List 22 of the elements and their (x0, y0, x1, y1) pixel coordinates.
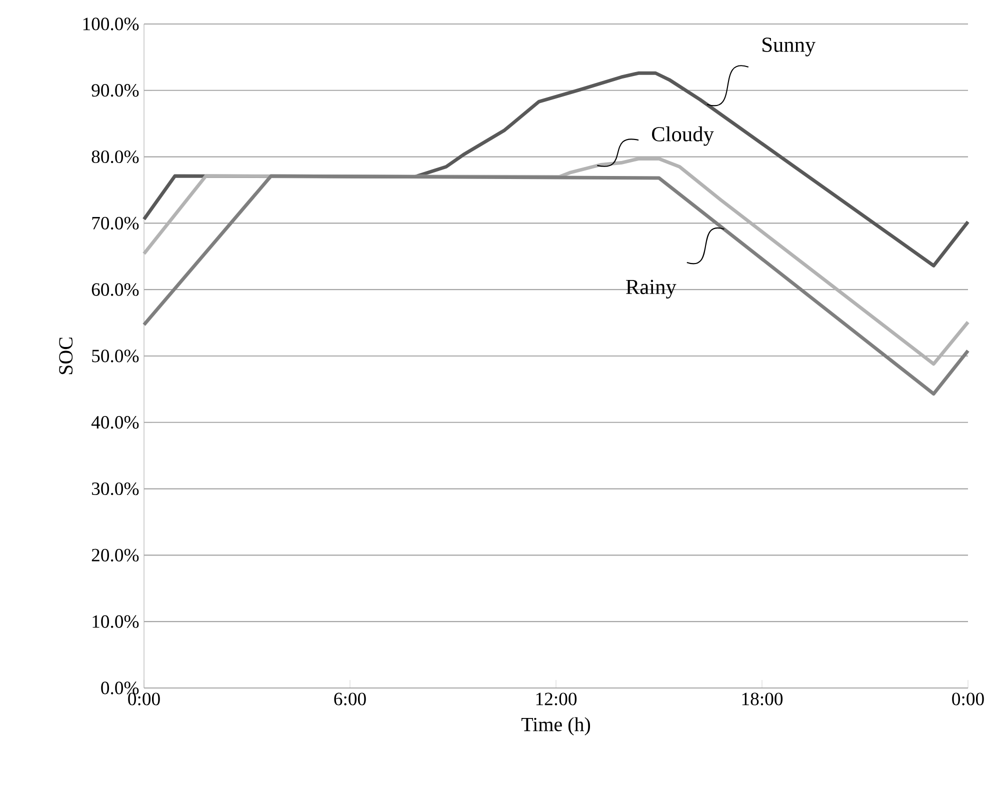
y-tick-label: 10.0% (92, 615, 139, 628)
y-tick-label: 20.0% (92, 548, 139, 562)
x-tick-label: 0:00 (952, 692, 984, 706)
x-tick-label: 18:00 (742, 692, 783, 706)
annotation: Sunny (762, 38, 816, 56)
y-tick-label: 0.0% (101, 682, 139, 694)
annotation: Rainy (626, 280, 676, 299)
y-axis-title: SOC (59, 338, 73, 374)
annotation: Cloudy (652, 126, 714, 146)
y-tick-label: 30.0% (92, 482, 139, 496)
x-tick-label: 12:00 (536, 692, 577, 706)
y-tick-label: 90.0% (92, 84, 139, 97)
line-series (142, 174, 970, 396)
y-tick-label: 40.0% (91, 416, 139, 429)
y-tick-label: 80.0% (92, 150, 139, 164)
x-tick-label: 6:00 (334, 692, 366, 706)
x-axis-title: Time (h) (521, 717, 590, 736)
y-tick-label: 50.0% (92, 350, 139, 362)
y-tick-label: 60.0% (92, 283, 139, 296)
x-tick-label: 0:00 (128, 692, 160, 706)
y-tick-label: 70.0% (92, 216, 139, 230)
y-tick-label: 100.0% (83, 18, 139, 30)
